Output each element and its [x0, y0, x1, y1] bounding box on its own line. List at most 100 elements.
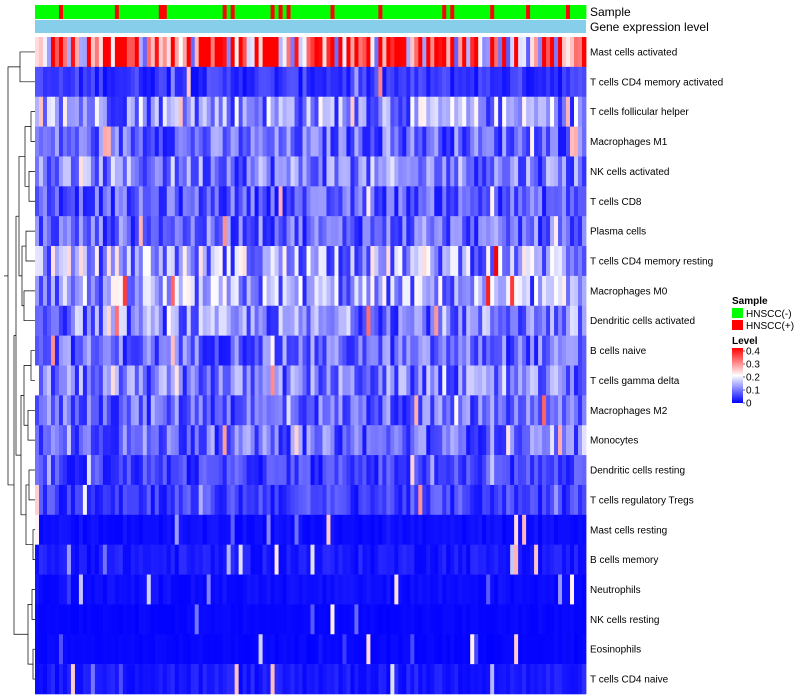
heatmap-cell [150, 604, 156, 635]
heatmap-cell [234, 246, 240, 277]
heatmap-cell [454, 544, 459, 575]
heatmap-cell [318, 395, 323, 426]
heatmap-cell [346, 66, 351, 98]
heatmap-cell [86, 216, 92, 247]
heatmap-cell [386, 395, 391, 426]
heatmap-cell [558, 186, 563, 217]
heatmap-cell [334, 425, 339, 456]
heatmap-cell [566, 365, 571, 396]
heatmap-cell [78, 574, 84, 605]
heatmap-cell [466, 664, 471, 695]
heatmap-cell [86, 246, 92, 277]
heatmap-cell [226, 156, 232, 187]
heatmap-cell [198, 574, 204, 605]
heatmap-cell [386, 634, 391, 665]
heatmap-cell [458, 484, 463, 516]
heatmap-cell [350, 455, 355, 486]
heatmap-cell [166, 246, 172, 277]
heatmap-cell [110, 484, 116, 516]
heatmap-cell [186, 66, 192, 98]
sample-cell [482, 5, 487, 19]
heatmap-cell [142, 96, 148, 127]
heatmap-cell [54, 66, 60, 98]
heatmap-cell [246, 455, 252, 486]
heatmap-cell [562, 96, 567, 127]
heatmap-cell [134, 574, 140, 605]
heatmap-cell [66, 544, 72, 575]
heatmap-cell [118, 484, 124, 516]
heatmap-cell [326, 664, 331, 695]
heatmap-cell [474, 216, 479, 247]
heatmap-cell [498, 365, 503, 396]
heatmap-cell [490, 425, 495, 456]
heatmap-cell [386, 365, 391, 396]
heatmap-cell [290, 514, 295, 545]
heatmap-cell [342, 216, 347, 247]
heatmap-cell [114, 455, 120, 486]
sample-cell [450, 5, 455, 19]
heatmap-cell [438, 395, 443, 426]
heatmap-cell [170, 156, 176, 187]
heatmap-cell [458, 96, 463, 127]
heatmap-cell [426, 544, 431, 575]
heatmap-cell [570, 484, 575, 516]
heatmap-cell [554, 37, 559, 68]
heatmap-cell [430, 664, 435, 695]
heatmap-cell [62, 96, 68, 127]
heatmap-cell [186, 455, 192, 486]
heatmap-cell [278, 186, 283, 217]
heatmap-cell [562, 544, 567, 575]
heatmap-cell [170, 305, 176, 336]
heatmap-cell [210, 246, 216, 277]
heatmap-cell [150, 574, 156, 605]
heatmap-cell [414, 634, 419, 665]
heatmap-cell [558, 96, 563, 127]
heatmap-cell [378, 156, 383, 187]
heatmap-cell [442, 335, 447, 366]
heatmap-cell [510, 305, 515, 336]
sample-cell [390, 5, 395, 19]
heatmap-cell [454, 425, 459, 456]
sample-cell [130, 5, 136, 19]
heatmap-cell [90, 156, 96, 187]
heatmap-cell [118, 574, 124, 605]
heatmap-cell [194, 305, 200, 336]
heatmap-cell [106, 455, 112, 486]
heatmap-cell [134, 395, 140, 426]
heatmap-cell [562, 365, 567, 396]
heatmap-cell [550, 156, 555, 187]
heatmap-cell [90, 305, 96, 336]
heatmap-cell [302, 156, 307, 187]
heatmap-cell [326, 634, 331, 665]
heatmap-cell [302, 186, 307, 217]
heatmap-cell [50, 186, 56, 217]
heatmap-cell [358, 604, 363, 635]
heatmap-cell [578, 305, 583, 336]
heatmap-cell [314, 484, 319, 516]
heatmap-cell [158, 365, 164, 396]
heatmap-cell [410, 335, 415, 366]
heatmap-cell [222, 365, 228, 396]
heatmap-cell [542, 246, 547, 277]
heatmap-cell [466, 365, 471, 396]
heatmap-cell [314, 246, 319, 277]
heatmap-cell [430, 66, 435, 98]
heatmap-cell [526, 335, 531, 366]
heatmap-cell [550, 664, 555, 695]
sample-cell [254, 5, 259, 19]
heatmap-cell [242, 365, 248, 396]
heatmap-cell [54, 305, 60, 336]
heatmap-cell [354, 574, 359, 605]
heatmap-cell [566, 664, 571, 695]
heatmap-cell [46, 96, 52, 127]
sample-cell [194, 5, 200, 19]
heatmap-cell [526, 96, 531, 127]
heatmap-cell [314, 425, 319, 456]
heatmap-cell [370, 186, 375, 217]
heatmap-cell [90, 395, 96, 426]
heatmap-cell [214, 574, 220, 605]
heatmap-cell [82, 186, 88, 217]
heatmap-cell [54, 514, 60, 545]
heatmap-cell [262, 455, 267, 486]
